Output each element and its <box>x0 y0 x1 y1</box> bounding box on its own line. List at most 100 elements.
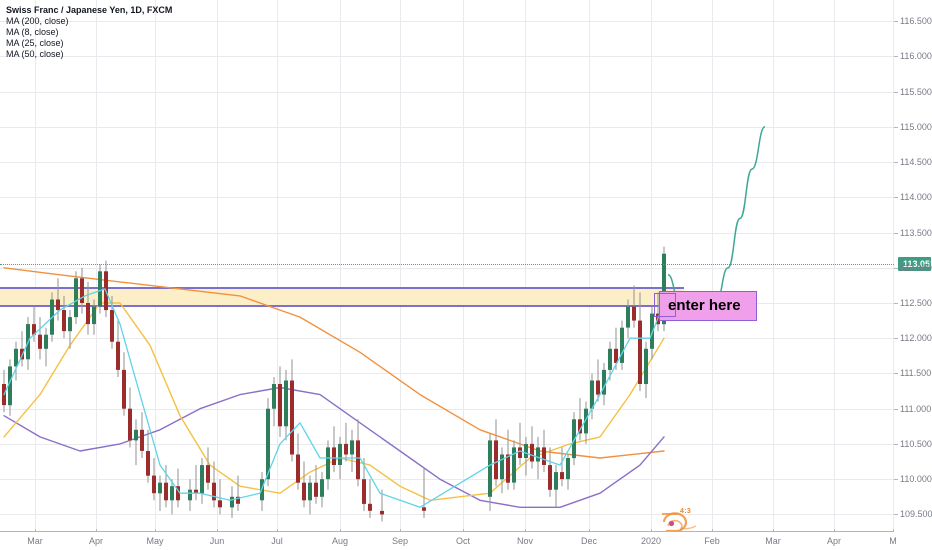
price-tick-label: 109.500 <box>900 509 932 519</box>
legend-item-ma50[interactable]: MA (50, close) <box>6 49 64 59</box>
time-tick-mark <box>400 529 401 532</box>
price-axis[interactable]: 113.051 109.500 110.000 110.500 111.000 111.… <box>894 0 932 532</box>
time-tick-mark <box>893 529 894 532</box>
gridline-horizontal <box>0 268 894 269</box>
time-tick-mark <box>712 529 713 532</box>
time-tick-mark <box>96 529 97 532</box>
time-tick-label: Feb <box>704 536 720 546</box>
price-tick-label: 115.000 <box>900 122 932 132</box>
gridline-horizontal <box>0 338 894 339</box>
price-tick-mark <box>894 479 898 480</box>
last-price-line <box>0 264 894 265</box>
gridline-vertical <box>893 0 894 532</box>
gridline-vertical <box>96 0 97 532</box>
time-axis[interactable]: Mar Apr May Jun Jul Aug Sep Oct Nov Dec 2020 Feb Mar… <box>0 529 932 550</box>
price-tick-mark <box>894 409 898 410</box>
legend-item-ma25[interactable]: MA (25, close) <box>6 38 64 48</box>
ratio-watermark-icon: 4:3 <box>660 504 706 532</box>
gridline-vertical <box>217 0 218 532</box>
gridline-horizontal <box>0 162 894 163</box>
symbol-title: Swiss Franc / Japanese Yen, 1D, FXCM <box>6 5 173 15</box>
price-series-layer <box>2 126 766 522</box>
legend-item-ma200[interactable]: MA (200, close) <box>6 16 69 26</box>
legend-item-ma8[interactable]: MA (8, close) <box>6 27 59 37</box>
time-tick-label: Nov <box>516 536 534 546</box>
time-tick-mark <box>217 529 218 532</box>
supply-zone-rectangle[interactable] <box>0 287 684 307</box>
time-tick-mark <box>834 529 835 532</box>
time-tick-label: Aug <box>331 536 349 546</box>
chart-legend: Swiss Franc / Japanese Yen, 1D, FXCM MA … <box>6 5 172 60</box>
price-tick-mark <box>894 444 898 445</box>
gridline-vertical <box>400 0 401 532</box>
gridline-vertical <box>712 0 713 532</box>
gridline-horizontal <box>0 92 894 93</box>
gridline-horizontal <box>0 21 894 22</box>
time-tick-mark <box>651 529 652 532</box>
gridline-horizontal <box>0 373 894 374</box>
time-tick-label: Mar <box>27 536 43 546</box>
gridline-vertical <box>35 0 36 532</box>
price-tick-label: 112.500 <box>900 298 932 308</box>
price-tick-mark <box>894 56 898 57</box>
time-tick-mark <box>589 529 590 532</box>
gridline-vertical <box>463 0 464 532</box>
price-tick-mark <box>894 303 898 304</box>
time-tick-label: Mar <box>765 536 781 546</box>
gridline-horizontal <box>0 127 894 128</box>
price-tick-label: 113.000 <box>900 263 932 273</box>
price-tick-mark <box>894 21 898 22</box>
gridline-horizontal <box>0 233 894 234</box>
annotation-inner-rectangle[interactable] <box>654 293 676 317</box>
time-tick-label: Dec <box>580 536 598 546</box>
time-tick-label: Jul <box>271 536 283 546</box>
price-tick-label: 112.000 <box>900 333 932 343</box>
gridline-horizontal <box>0 479 894 480</box>
gridline-vertical <box>834 0 835 532</box>
time-tick-label: M <box>889 536 897 546</box>
price-tick-label: 111.500 <box>900 368 932 378</box>
time-tick-label: 2020 <box>640 536 662 546</box>
gridline-vertical <box>525 0 526 532</box>
price-tick-mark <box>894 162 898 163</box>
price-tick-mark <box>894 92 898 93</box>
gridline-vertical <box>155 0 156 532</box>
gridline-vertical <box>651 0 652 532</box>
gridline-vertical <box>340 0 341 532</box>
price-tick-label: 113.500 <box>900 228 932 238</box>
gridline-vertical <box>277 0 278 532</box>
time-tick-label: Apr <box>826 536 842 546</box>
gridline-horizontal <box>0 514 894 515</box>
price-tick-label: 116.500 <box>900 16 932 26</box>
watermark-ratio-label: 4:3 <box>680 508 692 515</box>
time-tick-label: Oct <box>455 536 471 546</box>
time-tick-label: Jun <box>209 536 225 546</box>
price-tick-mark <box>894 338 898 339</box>
time-tick-mark <box>155 529 156 532</box>
price-tick-mark <box>894 233 898 234</box>
price-tick-label: 110.000 <box>900 474 932 484</box>
price-tick-mark <box>894 197 898 198</box>
time-axis-divider <box>0 531 932 532</box>
last-price-badge: 113.051 <box>898 257 932 271</box>
price-tick-label: 110.500 <box>900 439 932 449</box>
price-tick-label: 111.000 <box>900 404 932 414</box>
enter-here-annotation-label: enter here <box>668 297 741 314</box>
price-tick-label: 114.500 <box>900 157 932 167</box>
gridline-horizontal <box>0 444 894 445</box>
price-tick-mark <box>894 514 898 515</box>
chart-plot-area[interactable]: enter here 4:3 Swiss Franc / Japanese Ye… <box>0 0 894 532</box>
time-tick-label: Apr <box>88 536 104 546</box>
time-tick-mark <box>35 529 36 532</box>
time-tick-mark <box>773 529 774 532</box>
gridline-vertical <box>589 0 590 532</box>
gridline-vertical <box>773 0 774 532</box>
price-tick-label: 116.000 <box>900 51 932 61</box>
time-tick-mark <box>340 529 341 532</box>
price-tick-mark <box>894 373 898 374</box>
time-tick-label: Sep <box>391 536 409 546</box>
gridline-horizontal <box>0 409 894 410</box>
time-tick-label: May <box>146 536 164 546</box>
time-tick-mark <box>463 529 464 532</box>
